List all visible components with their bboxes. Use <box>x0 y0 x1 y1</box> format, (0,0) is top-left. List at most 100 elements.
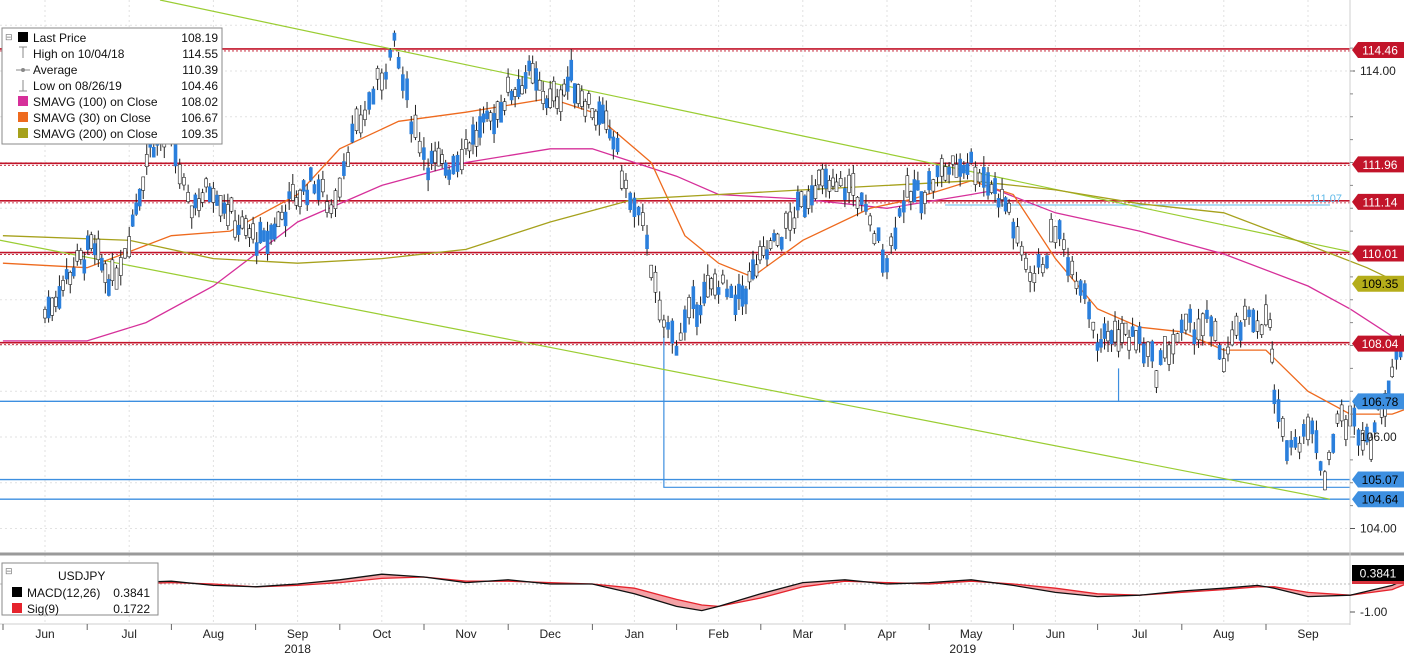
candle-body <box>460 149 463 169</box>
candle-body <box>974 167 977 184</box>
range-bracket-line <box>664 336 1350 487</box>
candle-body <box>1135 331 1138 350</box>
candle-body <box>629 193 632 210</box>
candle-body <box>482 114 485 122</box>
candle-body <box>1067 257 1070 275</box>
candle-body <box>230 198 233 211</box>
legend-smavg200-value: 109.35 <box>181 127 218 141</box>
candle-body <box>152 147 155 157</box>
candle-body <box>1071 261 1074 275</box>
candle-body <box>741 286 744 307</box>
candle-body <box>944 167 947 181</box>
candle-body <box>1197 319 1200 340</box>
macd-legend-collapse-icon[interactable]: ⊟ <box>5 566 13 576</box>
month-label: Sep <box>1297 627 1319 641</box>
candle-body <box>351 124 354 142</box>
candle-body <box>563 84 566 95</box>
candle-body <box>1353 408 1356 426</box>
candle-body <box>538 80 541 90</box>
candle-body <box>570 60 573 80</box>
candle-body <box>1016 227 1019 243</box>
candle-body <box>79 250 82 259</box>
candle-body <box>288 192 291 199</box>
level-tag-text: 108.04 <box>1362 337 1399 351</box>
smavg30-swatch <box>18 112 28 122</box>
candle-body <box>612 137 615 149</box>
candle-body <box>510 91 513 100</box>
candle-body <box>556 97 559 109</box>
candle-body <box>710 279 713 289</box>
candle-body <box>751 260 754 279</box>
candle-body <box>406 79 409 100</box>
candle-body <box>730 286 733 298</box>
candle-body <box>174 143 177 165</box>
candle-body <box>255 243 258 256</box>
candle-body <box>789 212 792 230</box>
candle-body <box>1114 321 1117 342</box>
candle-body <box>936 166 939 177</box>
legend-collapse-icon[interactable]: ⊟ <box>5 32 13 42</box>
candle-body <box>608 130 611 138</box>
candle-body <box>479 117 482 138</box>
candle-body <box>928 171 931 190</box>
candle-body <box>100 258 103 270</box>
candle-body <box>1391 367 1394 377</box>
candle-body <box>703 282 706 303</box>
candle-body <box>821 169 824 186</box>
candle-body <box>1041 265 1044 273</box>
candle-body <box>359 115 362 133</box>
candle-body <box>1302 424 1305 436</box>
month-label: Jun <box>35 627 54 641</box>
legend-low-label: Low on 08/26/19 <box>33 79 122 93</box>
candle-body <box>1387 381 1390 395</box>
month-label: Jun <box>1046 627 1065 641</box>
candle-body <box>1273 390 1276 404</box>
candle-body <box>437 148 440 166</box>
candle-body <box>1147 342 1150 357</box>
legend-smavg100-value: 108.02 <box>181 95 218 109</box>
candle-body <box>1012 222 1015 238</box>
candle-body <box>591 109 594 118</box>
candle-body <box>920 191 923 212</box>
macd-legend: ⊟ USDJPY MACD(12,26) 0.3841 Sig(9) 0.172… <box>2 563 158 616</box>
candle-body <box>277 212 280 227</box>
candle-body <box>393 33 396 40</box>
candle-body <box>913 180 916 202</box>
candle-body <box>744 289 747 304</box>
candle-body <box>605 111 608 129</box>
candle-body <box>76 251 79 262</box>
candle-body <box>418 141 421 153</box>
candle-body <box>521 86 524 94</box>
candle-body <box>1294 437 1297 447</box>
candle-body <box>302 180 305 191</box>
month-label: Jul <box>122 627 137 641</box>
level-tag-text: 105.07 <box>1362 473 1399 487</box>
candle-body <box>1260 325 1263 335</box>
candle-body <box>93 244 96 255</box>
candle-body <box>748 271 751 282</box>
sig-value-strip <box>1352 581 1404 584</box>
candle-body <box>1285 441 1288 461</box>
candle-body <box>1210 317 1213 336</box>
candle-body <box>205 179 208 187</box>
candle-body <box>389 50 392 57</box>
candle-body <box>894 228 897 249</box>
candle-body <box>1252 310 1255 332</box>
candle-body <box>1075 281 1078 288</box>
candle-body <box>528 61 531 71</box>
candle-body <box>1176 334 1179 342</box>
candle-body <box>1058 220 1061 238</box>
candle-body <box>1083 284 1086 299</box>
candle-body <box>291 184 294 200</box>
candle-body <box>119 257 122 275</box>
price-axis-label: 114.00 <box>1360 64 1396 78</box>
candle-body <box>1121 323 1124 342</box>
price-axis-label: 104.00 <box>1360 522 1397 536</box>
candle-body <box>47 297 50 318</box>
candle-body <box>1380 408 1383 417</box>
candle-body <box>683 310 686 333</box>
candle-body <box>1231 330 1234 345</box>
candle-body <box>852 173 855 195</box>
